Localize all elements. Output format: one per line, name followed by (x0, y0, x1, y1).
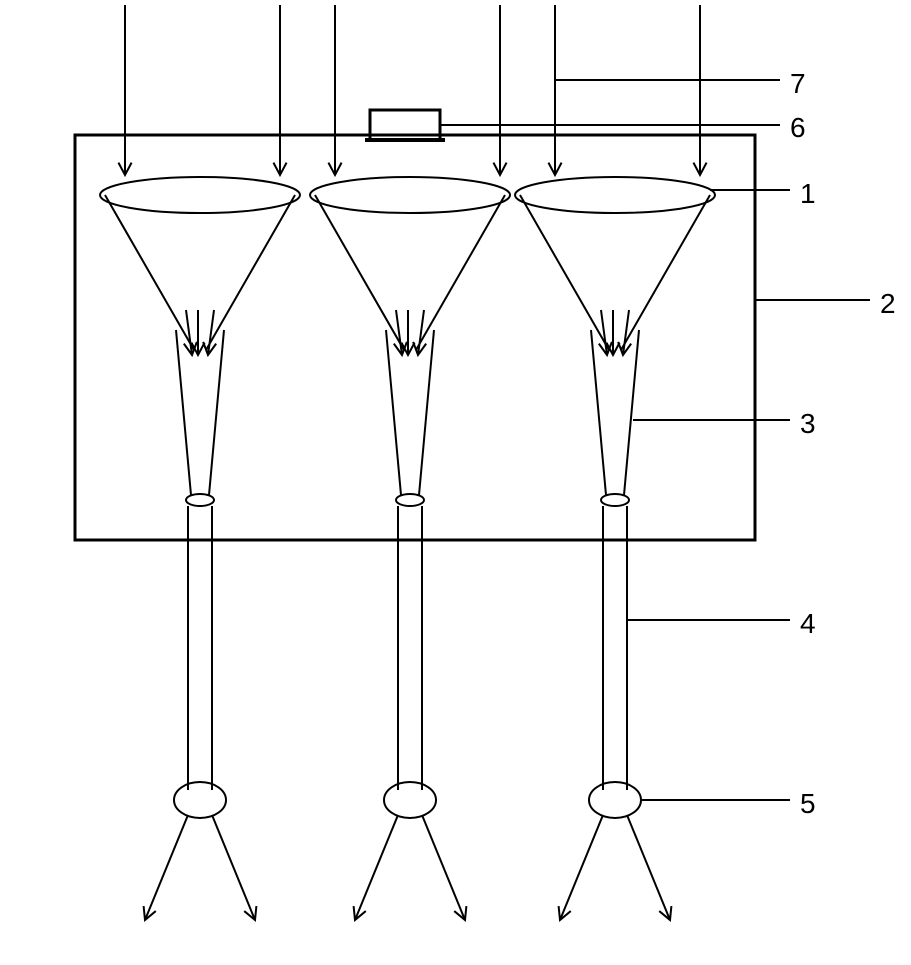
diagram-container (0, 0, 911, 965)
label-1: 1 (800, 178, 816, 210)
label-7: 7 (790, 68, 806, 100)
label-2: 2 (880, 288, 896, 320)
schematic-svg (0, 0, 911, 965)
label-5: 5 (800, 788, 816, 820)
label-3: 3 (800, 408, 816, 440)
label-6: 6 (790, 112, 806, 144)
label-4: 4 (800, 608, 816, 640)
